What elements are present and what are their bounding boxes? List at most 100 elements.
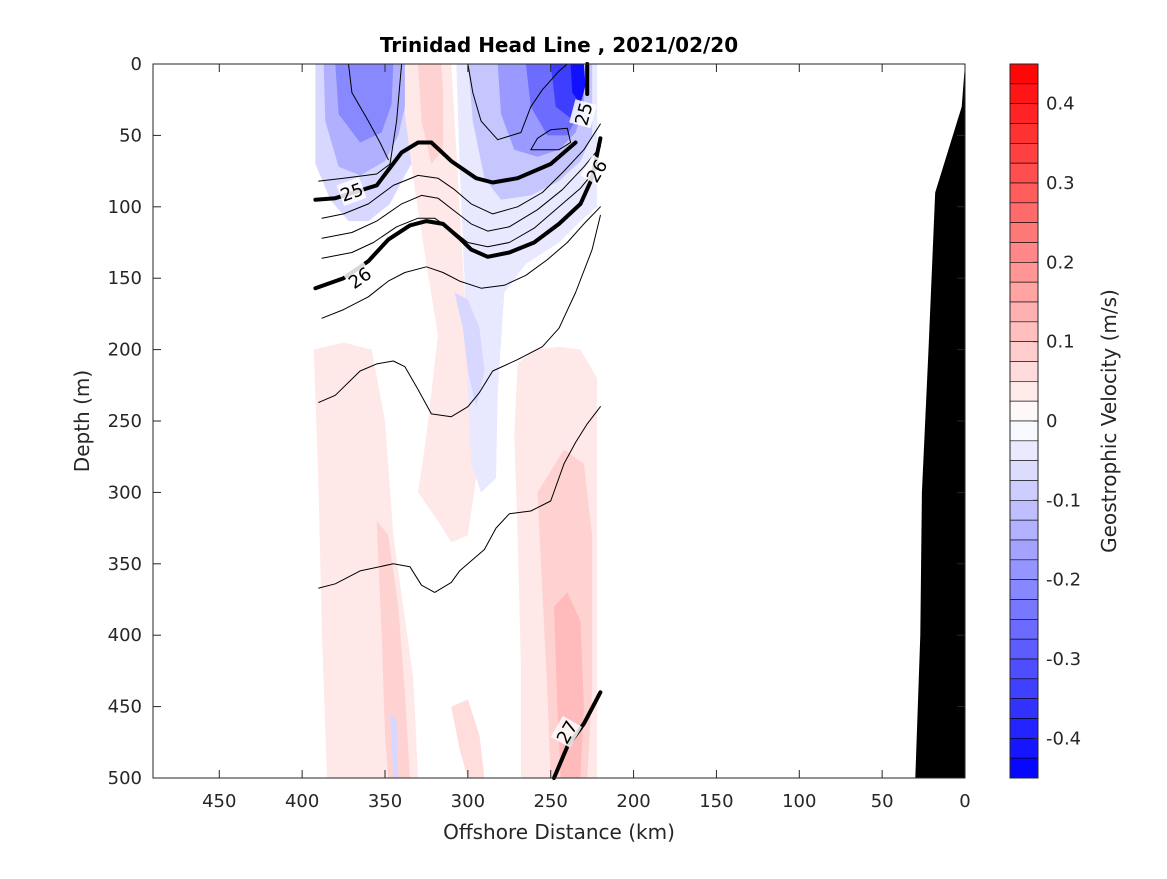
velocity-patch	[418, 64, 443, 164]
contour-label-halo	[550, 715, 582, 748]
contour-label-group: 25	[569, 99, 597, 129]
density-contour	[318, 406, 601, 593]
colorbar-level	[1009, 480, 1039, 501]
colorbar-label: Geostrophic Velocity (m/s)	[1097, 289, 1121, 553]
density-contour-layer	[313, 62, 603, 780]
contour-label-halo	[343, 261, 376, 294]
velocity-patch	[376, 521, 410, 778]
colorbar	[1009, 63, 1039, 779]
density-contour	[530, 127, 572, 151]
colorbar-level	[1009, 599, 1039, 620]
colorbar-tick-label: -0.3	[1046, 649, 1081, 670]
y-tick-label: 400	[108, 625, 142, 646]
colorbar-tick-label: 0	[1046, 411, 1057, 432]
colorbar-level	[1009, 83, 1039, 104]
y-tick-label: 150	[108, 268, 142, 289]
x-tick-label: 0	[959, 791, 970, 812]
velocity-fill-layer	[313, 64, 598, 778]
density-contour-bold	[313, 140, 578, 202]
density-contour	[318, 63, 403, 182]
density-contour	[318, 214, 601, 418]
density-contour	[348, 63, 389, 161]
velocity-patch	[570, 64, 586, 104]
y-tick-label: 350	[108, 554, 142, 575]
y-tick-label: 50	[119, 125, 142, 146]
velocity-patch	[454, 292, 485, 407]
density-contour	[321, 123, 601, 219]
colorbar-level	[1009, 262, 1039, 283]
velocity-patch	[335, 64, 394, 143]
colorbar-axis: 0.4 0.3 0.2 0.1 0 -0.1 -0.2 -0.3 -0.4	[1033, 94, 1081, 749]
y-tick-label: 0	[131, 54, 142, 75]
x-tick-label: 400	[285, 791, 319, 812]
colorbar-level	[1009, 757, 1039, 779]
density-contour	[321, 206, 601, 319]
y-tick-label: 200	[108, 340, 142, 361]
density-contour	[321, 163, 601, 259]
colorbar-level	[1009, 698, 1039, 719]
colorbar-level	[1009, 440, 1039, 461]
y-axis: 0 50 100 150 200 250 300 350 400 450 500	[108, 54, 965, 789]
y-tick-label: 450	[108, 697, 142, 718]
y-axis-label: Depth (m)	[70, 370, 94, 472]
contour-label-halo	[569, 99, 597, 129]
x-tick-label: 200	[616, 791, 650, 812]
colorbar-level	[1009, 658, 1039, 680]
colorbar-level	[1009, 678, 1039, 699]
colorbar-tick-label: 0.2	[1046, 252, 1075, 273]
x-tick-label: 50	[871, 791, 894, 812]
bathymetry-shape	[915, 64, 965, 778]
y-tick-label: 100	[108, 197, 142, 218]
colorbar-level	[1009, 420, 1039, 442]
x-axis: 450 400 350 300 250 200 150 100 50 0	[202, 64, 971, 812]
colorbar-level	[1009, 460, 1039, 481]
colorbar-tick-label: 0.4	[1046, 94, 1075, 115]
x-axis-label: Offshore Distance (km)	[443, 820, 675, 844]
colorbar-level	[1009, 321, 1039, 342]
x-tick-label: 450	[202, 791, 236, 812]
colorbar-level	[1009, 361, 1039, 382]
colorbar-level	[1009, 638, 1039, 660]
colorbar-level	[1009, 500, 1039, 521]
contour-label-halo	[336, 177, 367, 207]
colorbar-level	[1009, 301, 1039, 323]
y-tick-label: 300	[108, 482, 142, 503]
x-tick-label: 350	[368, 791, 402, 812]
colorbar-level	[1009, 559, 1039, 580]
colorbar-level	[1009, 202, 1039, 223]
colorbar-level	[1009, 738, 1039, 759]
y-tick-label: 500	[108, 768, 142, 789]
colorbar-level	[1009, 162, 1039, 184]
chart-title: Trinidad Head Line , 2021/02/20	[380, 33, 738, 57]
colorbar-level	[1009, 281, 1039, 303]
colorbar-tick-label: -0.4	[1046, 728, 1081, 749]
density-contour	[467, 63, 568, 141]
colorbar-level	[1009, 242, 1039, 263]
colorbar-level	[1009, 182, 1039, 204]
colorbar-tick-label: -0.1	[1046, 490, 1081, 511]
colorbar-level	[1009, 63, 1039, 85]
colorbar-tick-label: -0.2	[1046, 570, 1081, 591]
x-tick-label: 300	[451, 791, 485, 812]
density-contour-bold	[313, 136, 603, 291]
x-tick-label: 150	[699, 791, 733, 812]
x-tick-label: 250	[534, 791, 568, 812]
colorbar-level	[1009, 619, 1039, 640]
colorbar-tick-label: 0.3	[1046, 173, 1075, 194]
density-contour	[321, 146, 601, 239]
velocity-patch	[390, 713, 399, 778]
colorbar-level	[1009, 579, 1039, 600]
colorbar-level	[1009, 123, 1039, 144]
colorbar-level	[1009, 381, 1039, 402]
colorbar-level	[1009, 400, 1039, 422]
colorbar-level	[1009, 718, 1039, 739]
colorbar-level	[1009, 143, 1039, 164]
contour-label-halo	[580, 154, 612, 187]
y-tick-label: 250	[108, 411, 142, 432]
colorbar-level	[1009, 341, 1039, 362]
bathymetry-layer	[915, 64, 965, 778]
colorbar-level	[1009, 539, 1039, 561]
colorbar-level	[1009, 519, 1039, 541]
velocity-patch	[451, 699, 485, 778]
